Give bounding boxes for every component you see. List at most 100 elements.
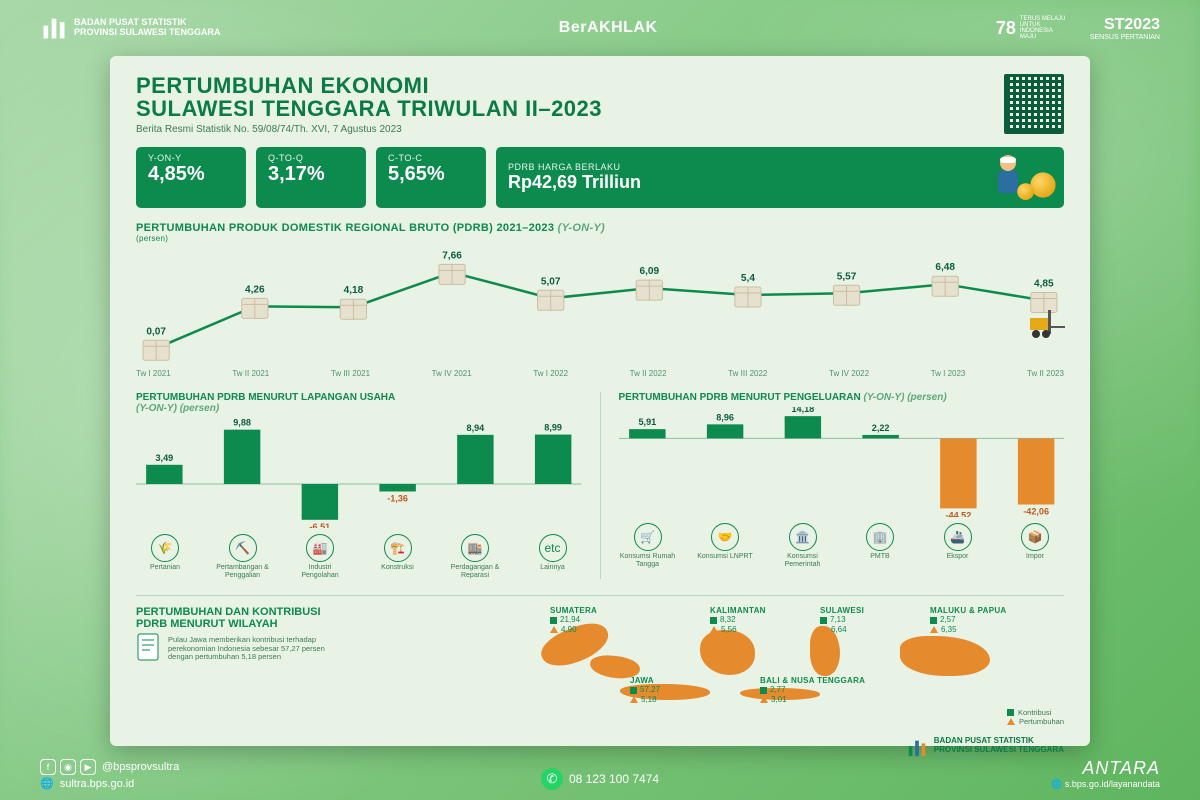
category-icon: 📦 [1021,523,1049,551]
svg-text:8,94: 8,94 [467,423,485,433]
main-card: PERTUMBUHAN EKONOMI SULAWESI TENGGARA TR… [110,56,1090,746]
svg-text:14,18: 14,18 [791,407,814,414]
category-label: Lainnya [524,564,582,571]
category-cell: 🌾 Pertanian [136,534,194,579]
category-label: Konsumsi Rumah Tangga [619,553,677,568]
document-icon [136,632,162,662]
top-header: BADAN PUSAT STATISTIK PROVINSI SULAWESI … [0,0,1200,56]
category-cell: 🤝 Konsumsi LNPRT [696,523,754,568]
category-cell: 🏭 Industri Pengolahan [291,534,349,579]
category-label: Konstruksi [369,564,427,571]
category-icon: etc [539,534,567,562]
category-cell: 📦 Impor [1006,523,1064,568]
x-tick-label: Tw II 2021 [232,369,269,378]
category-cell: 🛒Konsumsi Rumah Tangga [619,523,677,568]
category-cell: 🏬 Perdagangan & Reparasi [446,534,504,579]
category-icon: 🏬 [461,534,489,562]
svg-text:4,18: 4,18 [344,285,364,296]
x-tick-label: Tw IV 2021 [432,369,472,378]
coins-icon [1030,173,1055,198]
category-cell: 🏗️ Konstruksi [369,534,427,579]
x-tick-label: Tw I 2023 [931,369,966,378]
category-label: Ekspor [929,553,987,560]
x-tick-label: Tw I 2022 [533,369,568,378]
facebook-icon: f [40,759,56,775]
linechart-x-labels: Tw I 2021 Tw II 2021 Tw III 2021 Tw IV 2021… [136,369,1064,378]
forklift-icon [1026,304,1068,345]
svg-text:8,99: 8,99 [544,423,562,433]
svg-text:4,26: 4,26 [245,285,265,296]
category-cell: etc Lainnya [524,534,582,579]
badge-pdrb: PDRB HARGA BERLAKURp42,69 Trilliun [496,147,1064,208]
region-label: SULAWESI7,136,64 [820,606,864,635]
svg-text:3,49: 3,49 [155,453,173,463]
svg-text:7,66: 7,66 [442,251,462,262]
svg-text:5,4: 5,4 [741,273,755,284]
category-label: Industri Pengolahan [291,564,349,579]
x-tick-label: Tw II 2023 [1027,369,1064,378]
tag-78: 78 TERUS MELAJU UNTUK INDONESIA MAJU [996,16,1070,40]
pdrb-line-chart: 0,074,264,187,665,076,095,45,576,484,85 [136,247,1064,367]
category-cell: 🏛️ Konsumsi Pemerintah [774,523,832,568]
x-tick-label: Tw III 2022 [728,369,767,378]
badge-qtoq: Q-TO-Q3,17% [256,147,366,208]
bottom-right: ANTARA 🌐 s.bps.go.id/layanandata [1051,758,1160,790]
category-label: Perdagangan & Reparasi [446,564,504,579]
category-label: PMTB [851,553,909,560]
svg-text:-1,36: -1,36 [387,494,408,504]
category-icon: 🚢 [944,523,972,551]
qr-code [1004,74,1064,134]
category-icon: 🏢 [866,523,894,551]
category-cell: 🚢 Ekspor [929,523,987,568]
org-name-2: PROVINSI SULAWESI TENGGARA [74,28,221,38]
region-section: PERTUMBUHAN DAN KONTRIBUSI PDRB MENURUT … [136,595,1064,726]
x-tick-label: Tw IV 2022 [829,369,869,378]
category-label: Pertanian [136,564,194,571]
subtitle: Berita Resmi Statistik No. 59/08/74/Th. … [136,124,602,135]
category-icon: 🏭 [306,534,334,562]
category-cell: 🏢 PMTB [851,523,909,568]
category-cell: ⛏️Pertambangan & Penggalian [214,534,272,579]
bottom-left: f◉▶ @bpsprovsultra 🌐sultra.bps.go.id [40,759,179,790]
svg-text:-44,52: -44,52 [945,511,971,518]
category-label: Konsumsi LNPRT [696,553,754,560]
category-label: Impor [1006,553,1064,560]
svg-text:4,85: 4,85 [1034,279,1054,290]
indonesia-map: Kontribusi Pertumbuhan SUMATERA21,944,90… [340,606,1064,726]
whatsapp-icon: ✆ [541,768,563,790]
panel-pengeluaran: PERTUMBUHAN PDRB MENURUT PENGELUARAN (Y-… [600,392,1065,579]
x-tick-label: Tw III 2021 [331,369,370,378]
badge-yony: Y-ON-Y4,85% [136,147,246,208]
svg-text:0,07: 0,07 [146,327,166,338]
card-footer: BADAN PUSAT STATISTIK PROVINSI SULAWESI … [136,736,1064,760]
category-label: Konsumsi Pemerintah [774,553,832,568]
svg-text:-6,51: -6,51 [309,522,330,528]
title-line2: SULAWESI TENGGARA TRIWULAN II–2023 [136,97,602,120]
region-heading: PERTUMBUHAN DAN KONTRIBUSI PDRB MENURUT … [136,606,326,630]
category-icon: 🏛️ [789,523,817,551]
svg-text:-42,06: -42,06 [1023,507,1049,517]
category-icon: ⛏️ [229,534,257,562]
region-note: Pulau Jawa memberikan kontribusi terhada… [136,636,326,662]
svg-text:8,96: 8,96 [716,413,734,423]
svg-text:6,48: 6,48 [935,262,955,273]
category-icon: 🏗️ [384,534,412,562]
category-icon: 🌾 [151,534,179,562]
panel-usaha: PERTUMBUHAN PDRB MENURUT LAPANGAN USAHA(… [136,392,582,579]
linechart-heading: PERTUMBUHAN PRODUK DOMESTIK REGIONAL BRU… [136,222,1064,243]
svg-text:9,88: 9,88 [233,418,251,428]
svg-text:5,07: 5,07 [541,277,561,288]
region-label: JAWA57,275,18 [630,676,660,705]
youtube-icon: ▶ [80,759,96,775]
x-tick-label: Tw II 2022 [630,369,667,378]
svg-text:2,22: 2,22 [871,423,889,433]
svg-text:6,09: 6,09 [640,266,660,277]
bps-logo: BADAN PUSAT STATISTIK PROVINSI SULAWESI … [40,14,221,42]
badge-ctoc: C-TO-C5,65% [376,147,486,208]
region-label: BALI & NUSA TENGGARA2,773,01 [760,676,865,705]
category-icon: 🤝 [711,523,739,551]
x-tick-label: Tw I 2021 [136,369,171,378]
center-brand: BerAKHLAK [559,19,658,37]
svg-text:5,91: 5,91 [638,417,656,427]
st2023: ST2023 SENSUS PERTANIAN [1090,16,1160,41]
